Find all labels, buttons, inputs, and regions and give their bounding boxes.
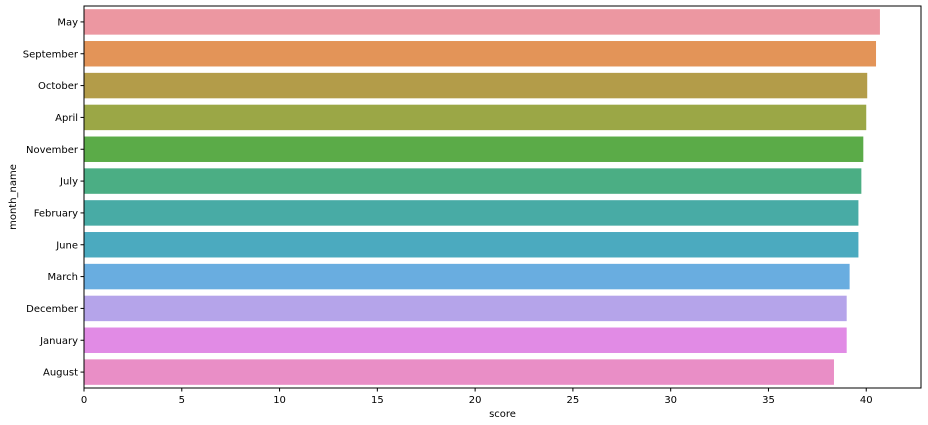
x-tick-label: 0 bbox=[81, 395, 87, 406]
x-tick-label: 20 bbox=[469, 395, 482, 406]
x-tick-label: 30 bbox=[664, 395, 677, 406]
y-ticks: May September October April November July Febr… bbox=[23, 17, 84, 379]
x-tick-label: 15 bbox=[371, 395, 384, 406]
y-tick-label: October bbox=[38, 81, 79, 92]
y-tick-label: September bbox=[23, 49, 79, 60]
bar-october bbox=[84, 72, 868, 99]
bar-february bbox=[84, 200, 859, 226]
y-tick-label: November bbox=[26, 145, 79, 156]
x-tick-label: 25 bbox=[567, 395, 580, 406]
y-tick-label: June bbox=[55, 240, 78, 251]
y-tick-label: May bbox=[57, 17, 78, 28]
bar-may bbox=[84, 9, 880, 35]
x-tick-label: 40 bbox=[860, 395, 873, 406]
bar-march bbox=[84, 263, 850, 290]
y-tick-label: March bbox=[48, 272, 78, 283]
bar-june bbox=[84, 232, 859, 258]
bar-july bbox=[84, 168, 862, 194]
y-tick-label: December bbox=[26, 304, 79, 315]
bar-january bbox=[84, 327, 847, 353]
y-tick-label: April bbox=[55, 113, 78, 124]
bar-august bbox=[84, 359, 834, 385]
bar-september bbox=[84, 41, 877, 67]
x-tick-label: 35 bbox=[762, 395, 775, 406]
x-axis-label: score bbox=[489, 409, 516, 420]
bar-april bbox=[84, 104, 867, 131]
bar-november bbox=[84, 136, 864, 162]
y-tick-label: August bbox=[43, 368, 78, 379]
bars-group bbox=[84, 9, 880, 385]
x-tick-label: 5 bbox=[179, 395, 185, 406]
y-axis-label: month_name bbox=[8, 164, 19, 230]
x-tick-label: 10 bbox=[273, 395, 286, 406]
y-tick-label: July bbox=[59, 177, 78, 188]
bar-december bbox=[84, 295, 847, 322]
y-tick-label: February bbox=[34, 208, 78, 219]
x-ticks: 0 5 10 15 20 25 30 35 40 bbox=[81, 388, 873, 406]
y-tick-label: January bbox=[39, 336, 78, 347]
plot-frame bbox=[83, 5, 922, 389]
